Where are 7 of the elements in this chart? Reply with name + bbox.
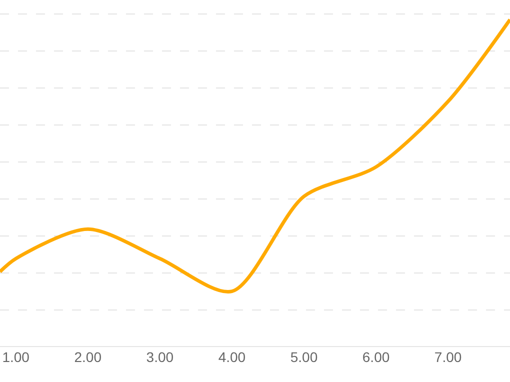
x-tick-label: 5.00 — [290, 349, 318, 365]
x-tick-label: 2.00 — [74, 349, 102, 365]
x-tick-label: 3.00 — [146, 349, 174, 365]
x-tick-label: 1.00 — [2, 349, 30, 365]
x-tick-label: 4.00 — [218, 349, 246, 365]
x-tick-label: 7.00 — [434, 349, 462, 365]
x-tick-label: 6.00 — [362, 349, 390, 365]
